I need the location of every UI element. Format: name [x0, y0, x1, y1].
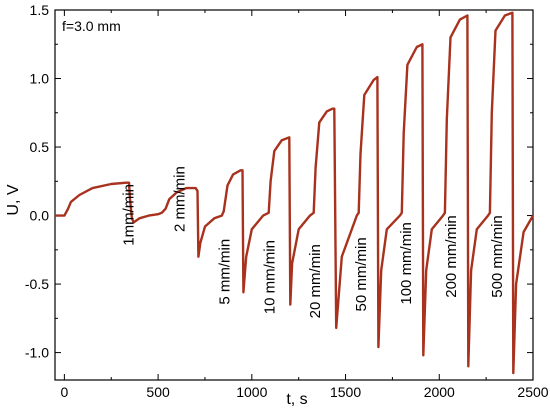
y-axis-label: U, V [5, 184, 22, 215]
x-tick-label: 2000 [424, 384, 455, 400]
rate-label: 1mm/min [121, 184, 138, 246]
rate-label: 2 mm/min [171, 166, 188, 232]
y-tick-label: -0.5 [25, 276, 49, 292]
y-tick-label: 1.0 [30, 71, 50, 87]
rate-labels: 1mm/min 2 mm/min 5 mm/min 10 mm/min 20 mm/mi… [121, 166, 506, 318]
x-tick-label: 500 [146, 384, 170, 400]
rate-label: 200 mm/min [443, 215, 460, 298]
rate-label: 50 mm/min [353, 237, 370, 311]
x-tick-label: 1000 [236, 384, 267, 400]
y-tick-label: -1.0 [25, 345, 49, 361]
rate-label: 10 mm/min [261, 240, 278, 314]
rate-label: 100 mm/min [398, 222, 415, 305]
rate-label: 20 mm/min [307, 244, 324, 318]
series-layer [55, 11, 535, 375]
plot-frame [54, 9, 534, 381]
x-axis-ticks: 0 500 1000 1500 2000 2500 [60, 10, 549, 400]
x-tick-label: 2500 [517, 384, 548, 400]
y-axis-ticks: -1.0 -0.5 0.0 0.5 1.0 1.5 [25, 2, 533, 361]
y-tick-label: 0.0 [30, 208, 50, 224]
x-axis-label: t, s [286, 391, 307, 408]
y-tick-label: 1.5 [30, 2, 50, 18]
series-line [55, 11, 535, 375]
y-tick-label: 0.5 [30, 139, 50, 155]
rate-label: 500 mm/min [489, 215, 506, 298]
rate-label: 5 mm/min [216, 239, 233, 305]
plot-border [54, 9, 534, 381]
x-tick-label: 0 [60, 384, 68, 400]
x-tick-label: 1500 [330, 384, 361, 400]
annotation-label: f=3.0 mm [62, 18, 121, 34]
